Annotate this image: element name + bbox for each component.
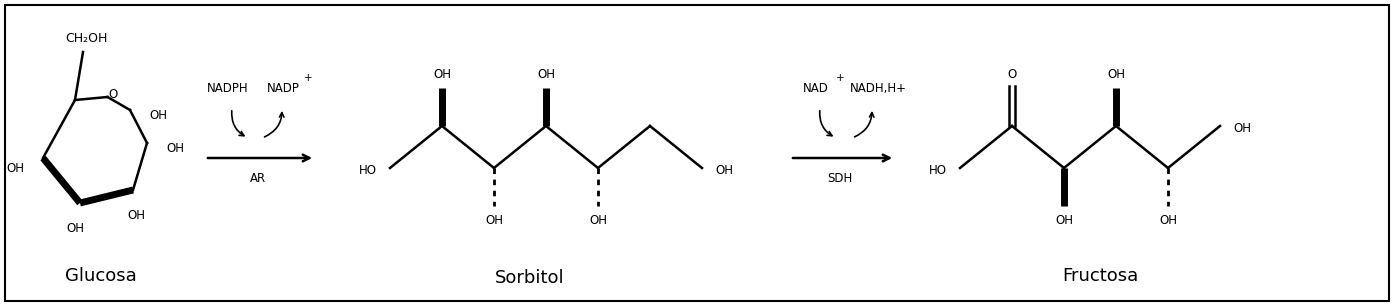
Text: +: +: [835, 73, 845, 83]
Text: NADP: NADP: [266, 81, 300, 95]
Text: HO: HO: [928, 163, 947, 177]
Text: Fructosa: Fructosa: [1062, 267, 1138, 285]
FancyArrowPatch shape: [820, 111, 832, 136]
Text: Glucosa: Glucosa: [66, 267, 137, 285]
Text: OH: OH: [590, 214, 606, 226]
FancyArrowPatch shape: [265, 113, 284, 137]
Text: O: O: [109, 88, 118, 100]
Text: OH: OH: [149, 109, 167, 121]
Text: O: O: [1008, 68, 1016, 80]
Text: Sorbitol: Sorbitol: [495, 269, 565, 287]
Text: OH: OH: [1158, 214, 1177, 226]
Text: NAD: NAD: [803, 81, 829, 95]
Text: OH: OH: [485, 214, 503, 226]
Text: OH: OH: [6, 162, 24, 174]
Text: OH: OH: [127, 208, 145, 222]
Text: HO: HO: [360, 163, 376, 177]
Text: OH: OH: [66, 222, 84, 234]
Text: OH: OH: [1107, 68, 1125, 80]
Text: OH: OH: [537, 68, 555, 80]
Text: AR: AR: [250, 171, 266, 185]
Text: +: +: [304, 73, 312, 83]
FancyArrowPatch shape: [231, 111, 244, 136]
Text: NADH,H+: NADH,H+: [849, 81, 906, 95]
Text: NADPH: NADPH: [208, 81, 248, 95]
FancyArrowPatch shape: [855, 113, 874, 137]
Text: OH: OH: [166, 141, 184, 155]
Text: OH: OH: [715, 163, 733, 177]
Text: OH: OH: [434, 68, 452, 80]
Text: CH₂OH: CH₂OH: [64, 32, 107, 44]
Text: OH: OH: [1234, 121, 1250, 135]
Text: SDH: SDH: [828, 171, 853, 185]
Text: OH: OH: [1055, 214, 1073, 226]
